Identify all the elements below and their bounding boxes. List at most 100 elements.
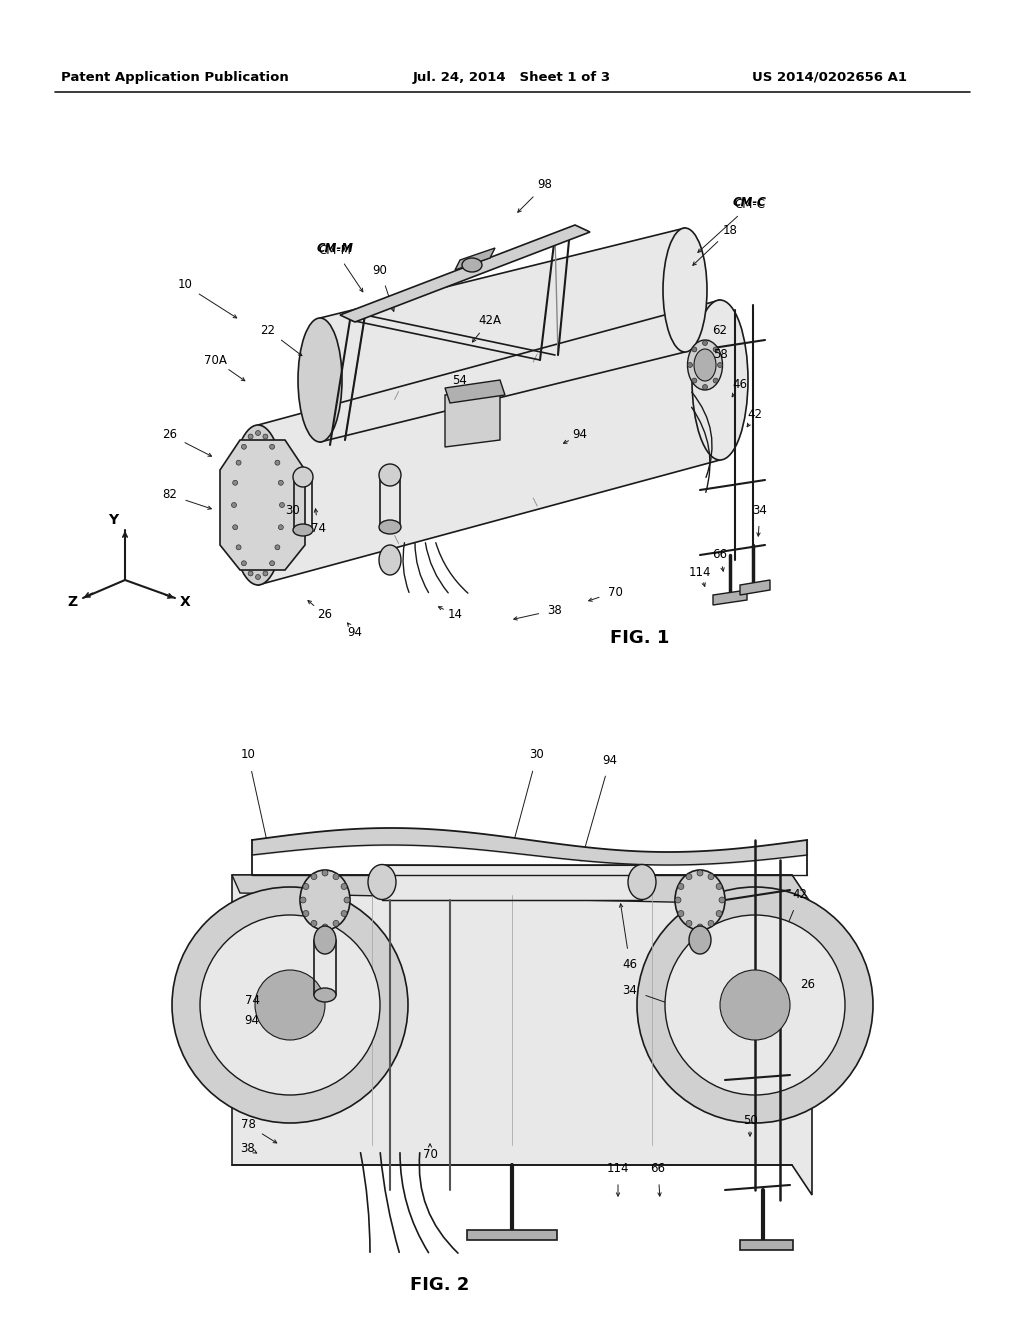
- Ellipse shape: [716, 911, 722, 916]
- Text: 10: 10: [177, 279, 193, 292]
- Ellipse shape: [379, 465, 401, 486]
- Ellipse shape: [263, 434, 268, 440]
- Text: 70A: 70A: [204, 354, 226, 367]
- Ellipse shape: [269, 561, 274, 566]
- Text: 54: 54: [453, 374, 467, 387]
- Text: 98: 98: [538, 178, 552, 191]
- Ellipse shape: [280, 503, 285, 507]
- Text: CM-M: CM-M: [318, 243, 351, 256]
- Ellipse shape: [637, 887, 873, 1123]
- Polygon shape: [455, 248, 495, 271]
- Ellipse shape: [462, 257, 482, 272]
- Text: 42A: 42A: [478, 314, 502, 326]
- Text: 78: 78: [241, 1118, 255, 1131]
- Ellipse shape: [692, 300, 748, 459]
- Ellipse shape: [298, 318, 342, 442]
- Ellipse shape: [232, 480, 238, 486]
- Ellipse shape: [675, 898, 681, 903]
- Text: Z: Z: [67, 595, 77, 609]
- Text: 42: 42: [748, 408, 763, 421]
- Ellipse shape: [311, 920, 317, 927]
- Ellipse shape: [675, 870, 725, 931]
- Polygon shape: [445, 388, 500, 447]
- Ellipse shape: [314, 987, 336, 1002]
- Polygon shape: [467, 1230, 557, 1239]
- Ellipse shape: [237, 461, 241, 465]
- Ellipse shape: [248, 572, 253, 576]
- Text: 46: 46: [623, 958, 638, 972]
- Polygon shape: [740, 1239, 793, 1250]
- Ellipse shape: [231, 503, 237, 507]
- Ellipse shape: [368, 865, 396, 899]
- Text: Y: Y: [108, 513, 118, 527]
- Ellipse shape: [303, 911, 309, 916]
- Text: 38: 38: [548, 603, 562, 616]
- Text: 58: 58: [713, 348, 727, 362]
- Ellipse shape: [708, 920, 714, 927]
- Ellipse shape: [303, 883, 309, 890]
- Text: 46: 46: [732, 379, 748, 392]
- Ellipse shape: [322, 924, 328, 931]
- Ellipse shape: [300, 898, 306, 903]
- Ellipse shape: [689, 927, 711, 954]
- Text: 10: 10: [241, 748, 255, 762]
- Ellipse shape: [237, 545, 241, 550]
- Text: 94: 94: [245, 1014, 259, 1027]
- Ellipse shape: [274, 545, 280, 550]
- Text: 30: 30: [529, 748, 545, 762]
- Ellipse shape: [274, 461, 280, 465]
- Text: 30: 30: [286, 503, 300, 516]
- Ellipse shape: [344, 898, 350, 903]
- Ellipse shape: [379, 520, 401, 535]
- Ellipse shape: [713, 378, 718, 383]
- Text: CM-M: CM-M: [316, 242, 353, 255]
- Text: 66: 66: [713, 549, 727, 561]
- Ellipse shape: [702, 341, 708, 346]
- Ellipse shape: [694, 348, 716, 381]
- Ellipse shape: [686, 874, 692, 879]
- Text: FIG. 1: FIG. 1: [610, 630, 670, 647]
- Text: 26: 26: [163, 429, 177, 441]
- Ellipse shape: [293, 524, 313, 536]
- Ellipse shape: [713, 347, 718, 352]
- Ellipse shape: [311, 874, 317, 879]
- Ellipse shape: [687, 341, 723, 389]
- Text: CM-C: CM-C: [734, 198, 766, 211]
- Ellipse shape: [716, 883, 722, 890]
- Ellipse shape: [719, 898, 725, 903]
- Polygon shape: [740, 579, 770, 595]
- Ellipse shape: [230, 425, 286, 585]
- Text: 26: 26: [801, 978, 815, 991]
- Text: 66: 66: [650, 1162, 666, 1175]
- Ellipse shape: [628, 865, 656, 899]
- Text: FIG. 2: FIG. 2: [411, 1276, 470, 1294]
- Ellipse shape: [663, 228, 707, 352]
- Ellipse shape: [708, 874, 714, 879]
- Ellipse shape: [720, 970, 790, 1040]
- Ellipse shape: [242, 445, 247, 449]
- Ellipse shape: [256, 430, 260, 436]
- Ellipse shape: [333, 920, 339, 927]
- Polygon shape: [319, 228, 685, 442]
- Ellipse shape: [322, 870, 328, 876]
- Ellipse shape: [255, 970, 325, 1040]
- Polygon shape: [258, 300, 720, 585]
- Text: 74: 74: [245, 994, 259, 1006]
- Ellipse shape: [256, 574, 260, 579]
- Text: 34: 34: [623, 983, 637, 997]
- Ellipse shape: [702, 384, 708, 389]
- Ellipse shape: [242, 561, 247, 566]
- Ellipse shape: [293, 467, 313, 487]
- Ellipse shape: [692, 347, 697, 352]
- Text: 18: 18: [723, 223, 737, 236]
- Text: 114: 114: [607, 1162, 630, 1175]
- Ellipse shape: [687, 363, 692, 367]
- Text: 50: 50: [742, 1114, 758, 1126]
- Ellipse shape: [678, 911, 684, 916]
- Ellipse shape: [665, 915, 845, 1096]
- Polygon shape: [232, 875, 812, 1195]
- Text: 114: 114: [689, 565, 712, 578]
- Text: 34: 34: [753, 503, 767, 516]
- Polygon shape: [713, 590, 746, 605]
- Text: Patent Application Publication: Patent Application Publication: [61, 70, 289, 83]
